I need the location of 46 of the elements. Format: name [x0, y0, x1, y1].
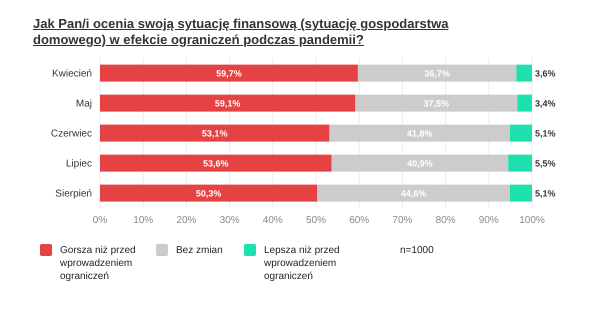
data-label: 5,1%	[535, 128, 556, 139]
legend-label: Lepsza niż przed wprowadzeniem ograniczeń	[264, 244, 341, 283]
bar	[508, 154, 532, 172]
x-tick-label: 20%	[176, 215, 197, 226]
x-tick-label: 30%	[220, 215, 240, 226]
y-tick-label: Maj	[76, 98, 92, 110]
data-label: 53,1%	[202, 128, 228, 139]
data-label: 59,7%	[216, 68, 242, 79]
bar	[510, 124, 532, 142]
chart-title: Jak Pan/i ocenia swoją sytuację finansową (sytuację gospodarstwa domowego) w efekcie ograniczeń podczas pandemii?	[33, 15, 450, 48]
bar	[100, 94, 356, 112]
bar	[517, 94, 532, 112]
y-tick-label: Czerwiec	[50, 128, 92, 140]
bar	[100, 64, 358, 82]
x-tick-label: 90%	[478, 215, 499, 226]
bar	[516, 64, 532, 82]
data-label: 5,1%	[535, 188, 556, 199]
bar	[100, 154, 332, 172]
data-label: 3,6%	[535, 68, 556, 79]
x-tick-label: 10%	[133, 215, 154, 226]
data-label: 3,4%	[535, 98, 556, 109]
x-tick-label: 0%	[92, 215, 108, 226]
bar	[355, 94, 518, 112]
bar	[100, 184, 318, 202]
legend-label: Gorsza niż przed wprowadzeniem ograniczeń	[60, 244, 137, 283]
x-tick-label: 80%	[436, 215, 456, 226]
bar	[100, 124, 330, 142]
data-label: 53,6%	[203, 158, 229, 169]
bar	[332, 154, 508, 172]
x-tick-label: 100%	[519, 215, 545, 226]
text: n=1000	[400, 244, 434, 257]
data-label: 50,3%	[196, 188, 222, 199]
bar	[329, 124, 510, 142]
x-tick-label: 50%	[306, 215, 326, 226]
x-tick-label: 70%	[392, 215, 413, 226]
x-tick-label: 40%	[262, 215, 283, 226]
data-label: 59,1%	[214, 98, 240, 109]
y-tick-label: Lipiec	[66, 158, 92, 170]
bar	[510, 184, 532, 202]
x-tick-label: 60%	[349, 215, 370, 226]
y-tick-label: Sierpień	[55, 188, 92, 200]
y-tick-label: Kwiecień	[52, 68, 92, 80]
bar	[317, 184, 510, 202]
legend-label: Bez zmian	[176, 244, 224, 257]
bar	[358, 64, 516, 82]
data-label: 5,5%	[535, 158, 556, 169]
